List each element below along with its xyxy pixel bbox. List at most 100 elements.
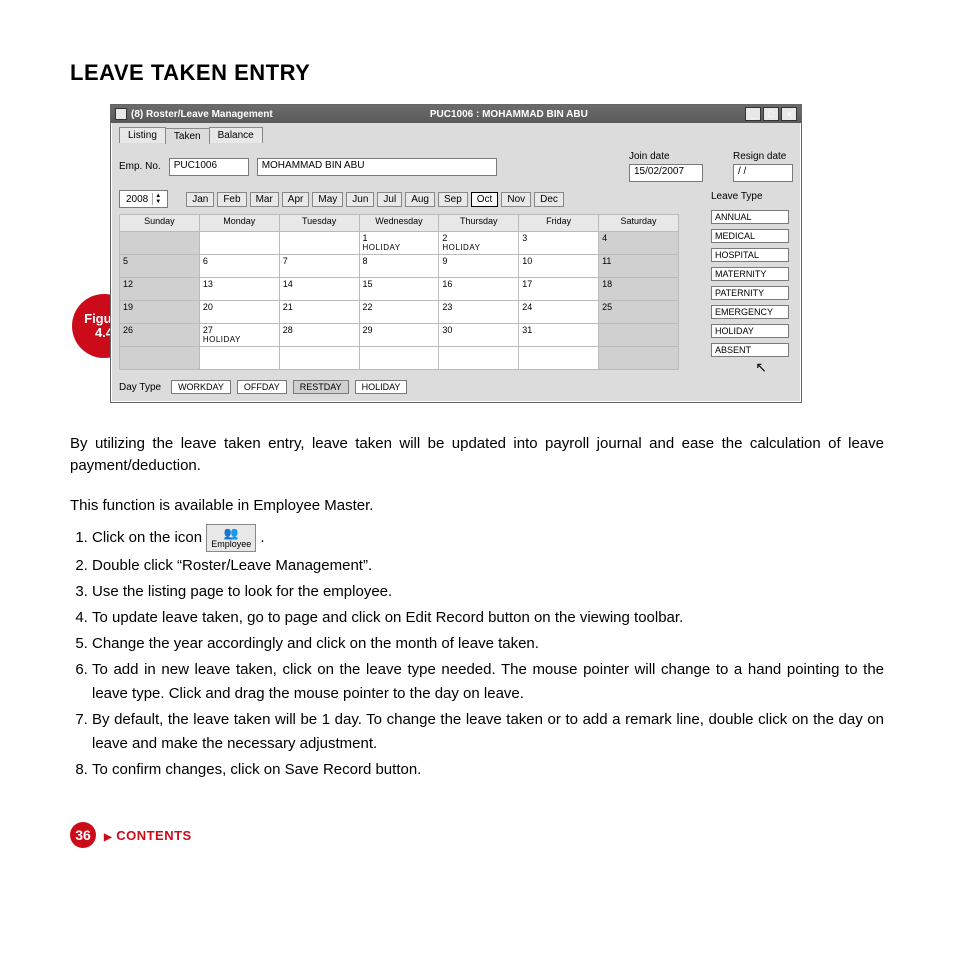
leave-type-medical[interactable]: MEDICAL — [711, 229, 789, 243]
month-button-sep[interactable]: Sep — [438, 192, 468, 207]
calendar-cell[interactable] — [199, 347, 279, 370]
contents-link[interactable]: ▶CONTENTS — [104, 828, 192, 843]
calendar-cell[interactable]: 29 — [359, 324, 439, 347]
month-button-dec[interactable]: Dec — [534, 192, 564, 207]
calendar-cell[interactable]: 5 — [120, 255, 200, 278]
calendar-cell[interactable]: 14 — [279, 278, 359, 301]
calendar-cell[interactable]: 7 — [279, 255, 359, 278]
calendar-cell[interactable] — [199, 232, 279, 255]
calendar-cell[interactable]: 21 — [279, 301, 359, 324]
leave-type-holiday[interactable]: HOLIDAY — [711, 324, 789, 338]
calendar-grid[interactable]: SundayMondayTuesdayWednesdayThursdayFrid… — [119, 214, 679, 370]
calendar-cell[interactable]: 13 — [199, 278, 279, 301]
calendar-cell[interactable]: 2HOLIDAY — [439, 232, 519, 255]
calendar-cell[interactable]: 24 — [519, 301, 599, 324]
year-spinner[interactable]: 2008 ▲▼ — [119, 190, 168, 208]
calendar-cell[interactable]: 8 — [359, 255, 439, 278]
calendar-cell[interactable] — [120, 347, 200, 370]
day-type-workday: WORKDAY — [171, 380, 231, 394]
tab-listing[interactable]: Listing — [119, 127, 166, 143]
spinner-arrows-icon[interactable]: ▲▼ — [152, 193, 165, 205]
figure-4-4: Figure 4.4 (8) Roster/Leave Management P… — [110, 104, 884, 403]
calendar-cell[interactable]: 12 — [120, 278, 200, 301]
calendar-cell[interactable] — [120, 232, 200, 255]
calendar-cell[interactable] — [519, 347, 599, 370]
tab-taken[interactable]: Taken — [165, 128, 210, 144]
day-type-restday: RESTDAY — [293, 380, 349, 394]
step-8: To confirm changes, click on Save Record… — [92, 758, 884, 782]
calendar-cell[interactable]: 11 — [599, 255, 679, 278]
resign-date-field[interactable]: / / — [733, 164, 793, 182]
day-type-holiday: HOLIDAY — [355, 380, 408, 394]
window-title-left: (8) Roster/Leave Management — [131, 109, 273, 120]
weekday-header: Monday — [199, 215, 279, 232]
window-title-center: PUC1006 : MOHAMMAD BIN ABU — [273, 109, 745, 120]
calendar-cell[interactable]: 25 — [599, 301, 679, 324]
step-7: By default, the leave taken will be 1 da… — [92, 708, 884, 756]
leave-type-maternity[interactable]: MATERNITY — [711, 267, 789, 281]
calendar-cell[interactable] — [599, 324, 679, 347]
month-button-jul[interactable]: Jul — [377, 192, 402, 207]
leave-type-label: Leave Type — [711, 191, 789, 202]
app-window: (8) Roster/Leave Management PUC1006 : MO… — [110, 104, 802, 403]
year-value: 2008 — [122, 194, 152, 205]
emp-name-field[interactable]: MOHAMMAD BIN ABU — [257, 158, 497, 176]
leave-type-paternity[interactable]: PATERNITY — [711, 286, 789, 300]
step-2: Double click “Roster/Leave Management”. — [92, 554, 884, 578]
month-button-apr[interactable]: Apr — [282, 192, 310, 207]
employee-toolbar-button[interactable]: 👥 Employee — [206, 524, 256, 552]
calendar-cell[interactable] — [599, 347, 679, 370]
step-5: Change the year accordingly and click on… — [92, 632, 884, 656]
calendar-cell[interactable]: 19 — [120, 301, 200, 324]
calendar-cell[interactable]: 16 — [439, 278, 519, 301]
calendar-cell[interactable]: 20 — [199, 301, 279, 324]
month-button-mar[interactable]: Mar — [250, 192, 279, 207]
calendar-cell[interactable]: 17 — [519, 278, 599, 301]
cursor-icon: ↖ — [755, 359, 767, 376]
calendar-cell[interactable]: 15 — [359, 278, 439, 301]
calendar-cell[interactable]: 10 — [519, 255, 599, 278]
calendar-cell[interactable]: 22 — [359, 301, 439, 324]
calendar-cell[interactable]: 4 — [599, 232, 679, 255]
maximize-button[interactable]: □ — [763, 107, 779, 121]
calendar-cell[interactable]: 9 — [439, 255, 519, 278]
close-button[interactable]: × — [781, 107, 797, 121]
leave-type-hospital[interactable]: HOSPITAL — [711, 248, 789, 262]
emp-no-label: Emp. No. — [119, 161, 161, 172]
leave-type-absent[interactable]: ABSENT — [711, 343, 789, 357]
calendar-cell[interactable]: 27HOLIDAY — [199, 324, 279, 347]
window-icon — [115, 108, 127, 120]
step-6: To add in new leave taken, click on the … — [92, 658, 884, 706]
calendar-cell[interactable] — [279, 347, 359, 370]
calendar-cell[interactable]: 31 — [519, 324, 599, 347]
step-3: Use the listing page to look for the emp… — [92, 580, 884, 604]
tab-balance[interactable]: Balance — [209, 127, 263, 143]
step-1: Click on the icon 👥 Employee . — [92, 524, 884, 552]
calendar-cell[interactable] — [359, 347, 439, 370]
month-button-oct[interactable]: Oct — [471, 192, 499, 207]
month-button-feb[interactable]: Feb — [217, 192, 246, 207]
calendar-cell[interactable]: 30 — [439, 324, 519, 347]
join-date-field[interactable]: 15/02/2007 — [629, 164, 703, 182]
month-button-jan[interactable]: Jan — [186, 192, 214, 207]
month-button-nov[interactable]: Nov — [501, 192, 531, 207]
minimize-button[interactable]: _ — [745, 107, 761, 121]
month-button-jun[interactable]: Jun — [346, 192, 374, 207]
month-button-may[interactable]: May — [312, 192, 343, 207]
emp-no-field[interactable]: PUC1006 — [169, 158, 249, 176]
calendar-cell[interactable]: 23 — [439, 301, 519, 324]
weekday-header: Friday — [519, 215, 599, 232]
calendar-cell[interactable] — [279, 232, 359, 255]
day-type-offday: OFFDAY — [237, 380, 287, 394]
weekday-header: Saturday — [599, 215, 679, 232]
leave-type-emergency[interactable]: EMERGENCY — [711, 305, 789, 319]
calendar-cell[interactable] — [439, 347, 519, 370]
month-button-aug[interactable]: Aug — [405, 192, 435, 207]
calendar-cell[interactable]: 1HOLIDAY — [359, 232, 439, 255]
calendar-cell[interactable]: 28 — [279, 324, 359, 347]
calendar-cell[interactable]: 18 — [599, 278, 679, 301]
leave-type-annual[interactable]: ANNUAL — [711, 210, 789, 224]
calendar-cell[interactable]: 26 — [120, 324, 200, 347]
calendar-cell[interactable]: 3 — [519, 232, 599, 255]
calendar-cell[interactable]: 6 — [199, 255, 279, 278]
